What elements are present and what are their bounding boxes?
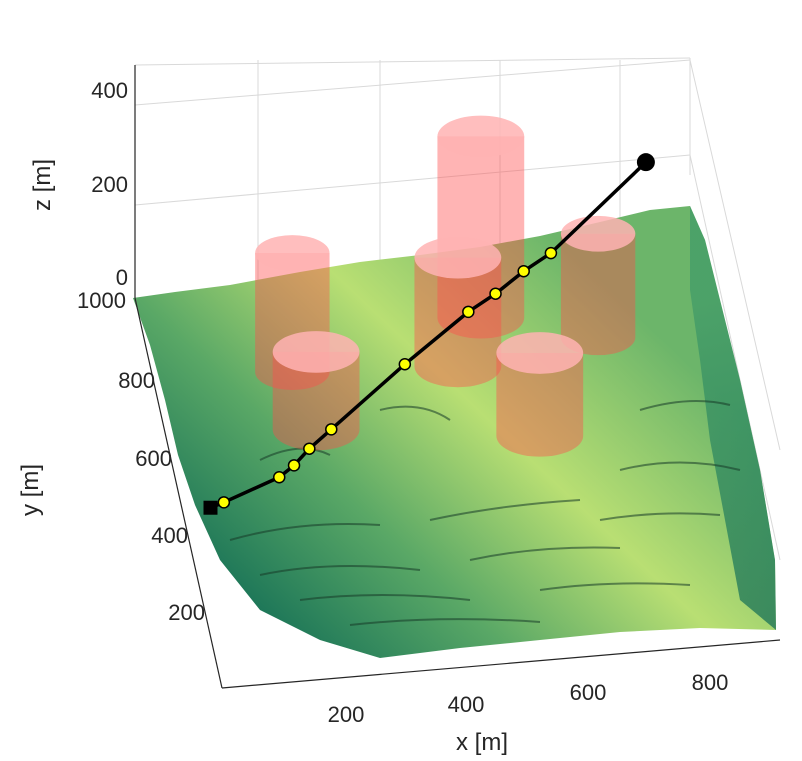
waypoint-marker [217,496,231,509]
waypoint-marker [272,470,286,484]
obstacle-cylinder [560,215,636,356]
obstacle-top [272,331,360,373]
x-tick-label: 200 [328,702,365,727]
x-tick-label: 400 [448,692,485,717]
x-axis-label: x [m] [456,729,508,756]
waypoint-marker [489,287,502,300]
obstacle-top [414,236,502,279]
obstacle-cylinder [496,332,584,457]
obstacle-cylinder [414,236,502,388]
terrain-surface [133,206,776,658]
y-tick-label: 800 [118,368,155,393]
waypoint-marker [544,246,558,260]
z-tick-label: 0 [116,265,128,290]
obstacle-body [560,233,636,356]
waypoint-marker [325,423,338,436]
y-axis-label: y [m] [17,464,44,516]
start-marker [203,500,218,515]
z-tick-label: 200 [91,172,128,197]
waypoint-marker [517,264,530,278]
x-tick-label: 800 [692,670,729,695]
waypoint-marker [287,459,301,472]
y-tick-label: 200 [168,600,205,625]
flight-path [203,153,655,515]
x-axis-line [221,639,781,689]
z-axis-label: z [m] [29,159,56,211]
waypoint-marker [398,357,412,371]
grid-lines [134,57,781,561]
y-tick-label: 400 [151,523,188,548]
obstacle-top [437,115,525,158]
obstacle-body [496,352,584,457]
waypoint-marker [462,305,475,319]
waypoint-marker [303,442,316,455]
goal-marker [636,153,655,172]
obstacle-cylinder [272,331,360,451]
y-tick-label: 600 [135,446,172,471]
axes [134,65,781,689]
y-tick-label: 1000 [77,288,126,313]
obstacle-top [496,332,584,374]
obstacle-top [255,235,330,271]
z-tick-label: 400 [91,78,128,103]
y-axis-line [134,297,223,689]
x-tick-label: 600 [570,680,607,705]
